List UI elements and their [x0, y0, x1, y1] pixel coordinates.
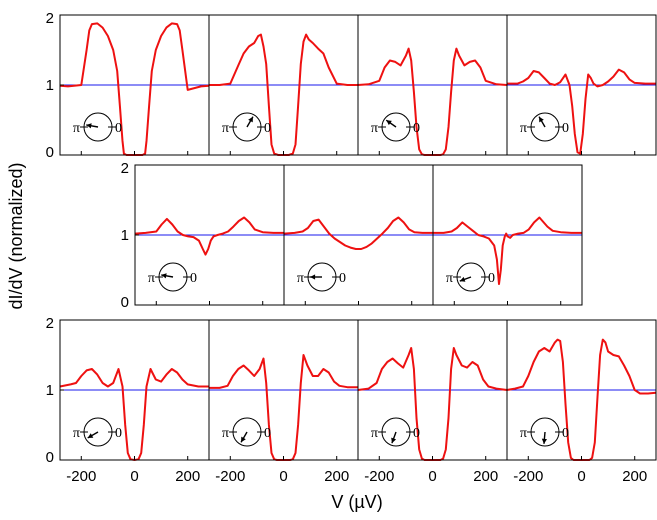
- dIdV-curve: [357, 47, 508, 156]
- y-tick-label: 2: [121, 160, 129, 177]
- phase-zero-label: 0: [264, 426, 271, 441]
- phase-arrow-icon: [161, 273, 167, 279]
- y-tick-label: 2: [46, 10, 54, 27]
- x-tick-label: 0: [577, 468, 585, 485]
- dIdV-curve: [59, 22, 210, 156]
- phase-arrow-icon: [391, 437, 397, 444]
- phase-arrow-icon: [539, 116, 544, 123]
- y-tick-label: 1: [46, 77, 54, 94]
- phase-zero-label: 0: [562, 121, 569, 136]
- phase-pi-label: π: [446, 271, 453, 286]
- x-tick-label: -200: [215, 468, 245, 485]
- phase-pi-label: π: [222, 121, 229, 136]
- x-tick-label: 200: [175, 468, 200, 485]
- x-tick-label: -200: [66, 468, 96, 485]
- phase-zero-label: 0: [413, 426, 420, 441]
- x-tick-label: 0: [279, 468, 287, 485]
- phase-arrow-icon: [241, 436, 246, 443]
- phase-zero-label: 0: [190, 271, 197, 286]
- phase-arrow-icon: [386, 120, 392, 126]
- panels: π 0 π 0 π 0 π 0π 0 π 0 π 0π 0 π 0 π 0 π 0: [59, 14, 657, 461]
- x-tick-label: -200: [513, 468, 543, 485]
- x-axis-title: V (µV): [331, 492, 382, 512]
- x-tick-label: 0: [130, 468, 138, 485]
- phase-arrow-icon: [541, 438, 547, 444]
- phase-arrow-icon: [459, 276, 466, 282]
- phase-zero-label: 0: [562, 426, 569, 441]
- dIdV-curve: [357, 347, 508, 461]
- phase-zero-label: 0: [488, 271, 495, 286]
- phase-zero-label: 0: [115, 426, 122, 441]
- phase-zero-label: 0: [339, 271, 346, 286]
- phase-pi-label: π: [371, 426, 378, 441]
- y-tick-label: 0: [121, 294, 129, 311]
- y-tick-label: 0: [46, 144, 54, 161]
- dIdV-curve: [209, 33, 358, 156]
- tick-labels: 0 1 2 0 1 2 0 1 2 -200 0 200 -200 0 200 -200 0 200 -200 0 20…: [46, 10, 648, 485]
- phase-pi-label: π: [520, 426, 527, 441]
- y-tick-label: 2: [46, 315, 54, 332]
- dIdV-curve: [507, 68, 656, 155]
- phase-pi-label: π: [371, 121, 378, 136]
- dIdV-curve: [134, 216, 284, 256]
- phase-arrow-icon: [87, 433, 94, 438]
- dIdV-curve: [283, 216, 433, 250]
- x-tick-label: 200: [622, 468, 647, 485]
- dIdV-curve: [59, 368, 209, 461]
- phase-pi-label: π: [297, 271, 304, 286]
- phase-zero-label: 0: [115, 121, 122, 136]
- phase-zero-label: 0: [264, 121, 271, 136]
- dIdV-curve: [506, 338, 657, 461]
- phase-arrow-icon: [248, 116, 253, 123]
- x-tick-label: -200: [364, 468, 394, 485]
- phase-pi-label: π: [148, 271, 155, 286]
- phase-zero-label: 0: [413, 121, 420, 136]
- y-tick-label: 1: [46, 382, 54, 399]
- phase-pi-label: π: [73, 426, 80, 441]
- phase-pi-label: π: [520, 121, 527, 136]
- x-tick-label: 0: [428, 468, 436, 485]
- dIdV-curve: [433, 216, 582, 285]
- x-tick-label: 200: [473, 468, 498, 485]
- phase-pi-label: π: [222, 426, 229, 441]
- phase-arrow-icon: [86, 123, 92, 129]
- phase-pi-label: π: [73, 121, 80, 136]
- dIdV-curve: [209, 354, 358, 461]
- x-tick-label: 200: [324, 468, 349, 485]
- y-tick-label: 1: [121, 227, 129, 244]
- phase-arrow-icon: [310, 274, 316, 280]
- y-tick-label: 0: [46, 449, 54, 466]
- y-axis-title: dI/dV (normalized): [6, 162, 26, 309]
